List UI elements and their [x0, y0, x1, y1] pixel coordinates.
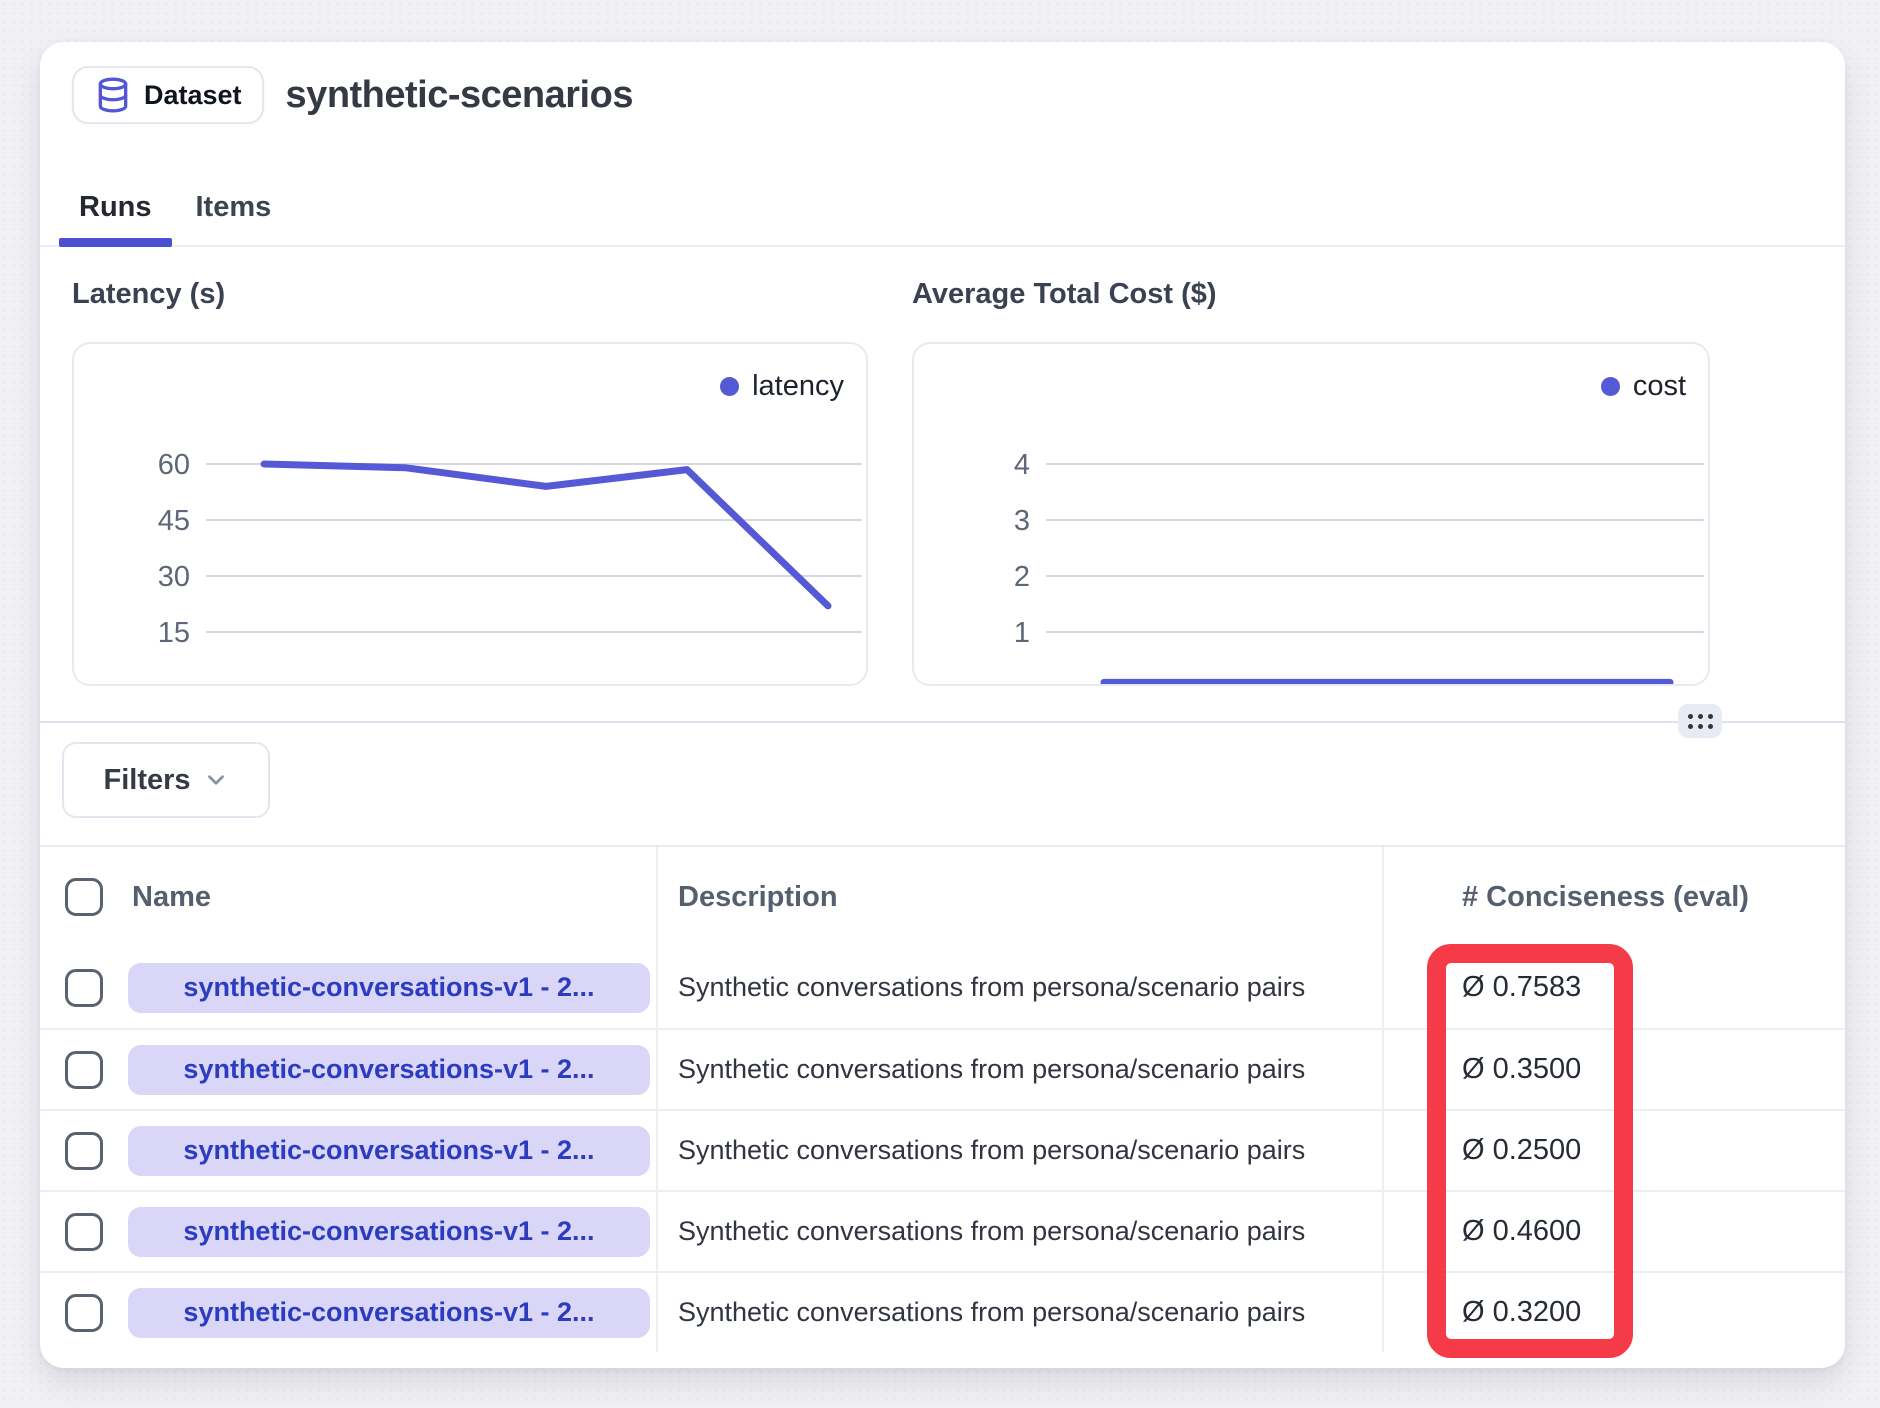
run-name-label: synthetic-conversations-v1 - 2... — [183, 1054, 595, 1084]
run-name-label: synthetic-conversations-v1 - 2... — [183, 1135, 595, 1165]
section-divider — [40, 721, 1845, 723]
cost-chart-title: Average Total Cost ($) — [912, 278, 1217, 310]
run-description: Synthetic conversations from persona/sce… — [678, 1135, 1306, 1165]
run-name-pill[interactable]: synthetic-conversations-v1 - 2... — [128, 1125, 650, 1176]
run-description: Synthetic conversations from persona/sce… — [678, 972, 1306, 1002]
latency-legend-dot — [720, 377, 740, 396]
database-icon — [94, 76, 132, 114]
conciseness-value: Ø 0.2500 — [1462, 1134, 1582, 1166]
table-row: synthetic-conversations-v1 - 2... Synthe… — [40, 1190, 1845, 1271]
latency-legend-label: latency — [752, 370, 844, 402]
tab-bar: Runs Items — [40, 170, 1845, 247]
table-row: synthetic-conversations-v1 - 2... Synthe… — [40, 947, 1845, 1028]
latency-chart-title: Latency (s) — [72, 278, 226, 310]
select-all-checkbox[interactable] — [65, 878, 103, 916]
run-name-label: synthetic-conversations-v1 - 2... — [183, 972, 595, 1002]
svg-text:45: 45 — [158, 505, 190, 537]
run-name-pill[interactable]: synthetic-conversations-v1 - 2... — [128, 1044, 650, 1095]
cost-chart: 4 3 2 1 cost — [912, 342, 1710, 686]
table-row: synthetic-conversations-v1 - 2... Synthe… — [40, 1271, 1845, 1352]
column-header-description: Description — [678, 880, 838, 913]
cost-legend-label: cost — [1632, 370, 1686, 402]
row-checkbox[interactable] — [65, 1131, 103, 1170]
svg-text:2: 2 — [1014, 561, 1030, 593]
run-name-label: synthetic-conversations-v1 - 2... — [183, 1297, 595, 1327]
conciseness-value: Ø 0.3200 — [1462, 1296, 1582, 1328]
cost-line-plot: 4 3 2 1 — [1014, 449, 1704, 684]
svg-text:1: 1 — [1014, 617, 1030, 649]
column-header-name: Name — [132, 880, 211, 913]
chevron-down-icon — [203, 767, 229, 793]
resize-handle[interactable] — [1678, 704, 1722, 738]
latency-chart: 60 45 30 15 latency — [72, 342, 868, 686]
latency-line-plot: 60 45 30 15 — [158, 449, 862, 649]
drag-dots-icon — [1687, 713, 1713, 729]
run-description: Synthetic conversations from persona/sce… — [678, 1297, 1306, 1327]
active-tab-underline — [59, 238, 172, 247]
row-checkbox[interactable] — [65, 1050, 103, 1089]
table-row: synthetic-conversations-v1 - 2... Synthe… — [40, 1109, 1845, 1190]
dataset-page-card: Dataset synthetic-scenarios Runs Items L… — [40, 42, 1845, 1368]
tab-items[interactable]: Items — [195, 191, 272, 223]
run-name-pill[interactable]: synthetic-conversations-v1 - 2... — [128, 1206, 650, 1257]
page-header: Dataset synthetic-scenarios — [72, 66, 633, 124]
runs-table: Name Description # Conciseness (eval) sy… — [40, 845, 1845, 1352]
conciseness-value: Ø 0.3500 — [1462, 1053, 1582, 1085]
filters-button[interactable]: Filters — [62, 742, 270, 818]
row-checkbox[interactable] — [65, 968, 103, 1007]
svg-text:4: 4 — [1014, 449, 1030, 481]
dataset-badge: Dataset — [72, 66, 264, 124]
run-name-pill[interactable]: synthetic-conversations-v1 - 2... — [128, 962, 650, 1013]
row-checkbox[interactable] — [65, 1212, 103, 1251]
conciseness-value: Ø 0.4600 — [1462, 1215, 1582, 1247]
svg-text:60: 60 — [158, 449, 190, 481]
cost-legend: cost — [1600, 370, 1686, 403]
svg-text:3: 3 — [1014, 505, 1030, 537]
tab-runs[interactable]: Runs — [59, 170, 172, 247]
page-title: synthetic-scenarios — [285, 73, 634, 116]
latency-legend: latency — [720, 370, 844, 403]
run-name-label: synthetic-conversations-v1 - 2... — [183, 1216, 595, 1246]
svg-text:15: 15 — [158, 617, 190, 649]
row-checkbox[interactable] — [65, 1293, 103, 1332]
conciseness-value: Ø 0.7583 — [1462, 971, 1582, 1003]
svg-text:30: 30 — [158, 561, 190, 593]
run-description: Synthetic conversations from persona/sce… — [678, 1216, 1306, 1246]
column-header-conciseness: # Conciseness (eval) — [1462, 880, 1749, 913]
table-row: synthetic-conversations-v1 - 2... Synthe… — [40, 1028, 1845, 1109]
run-description: Synthetic conversations from persona/sce… — [678, 1054, 1306, 1084]
cost-legend-dot — [1600, 377, 1620, 396]
run-name-pill[interactable]: synthetic-conversations-v1 - 2... — [128, 1287, 650, 1338]
dataset-badge-label: Dataset — [144, 79, 242, 110]
table-header-row: Name Description # Conciseness (eval) — [40, 847, 1845, 947]
